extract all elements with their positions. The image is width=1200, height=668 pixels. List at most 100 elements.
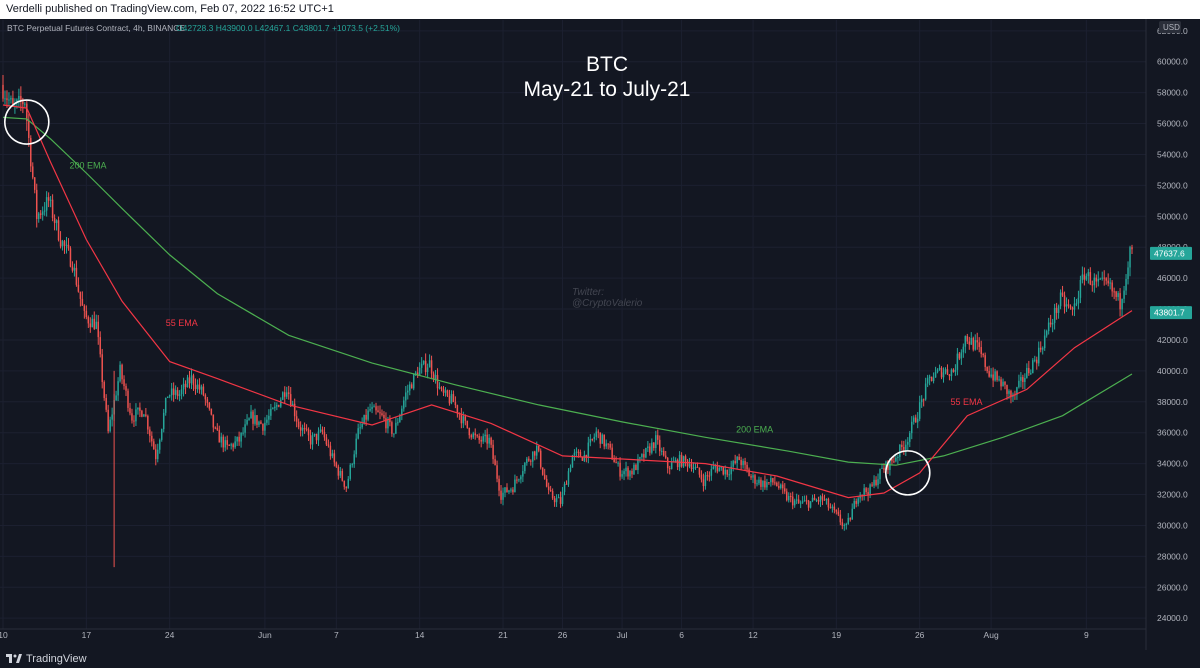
candle-body — [266, 419, 268, 423]
candle-body — [258, 421, 260, 425]
symbol-header: BTC Perpetual Futures Contract, 4h, BINA… — [7, 23, 185, 33]
candle-body — [357, 428, 359, 439]
candle-body — [397, 422, 399, 424]
candle-body — [772, 478, 774, 483]
candle-body — [912, 417, 915, 422]
candle-body — [119, 364, 121, 382]
candle-body — [20, 96, 22, 102]
candle-body — [813, 497, 816, 501]
candle-body — [353, 454, 355, 465]
candle-body — [508, 490, 510, 493]
candle-body — [934, 372, 937, 378]
candle-body — [327, 444, 330, 446]
candle-body — [514, 479, 516, 493]
candle-body — [841, 522, 844, 526]
candle-body — [863, 488, 865, 495]
candle-body — [668, 468, 671, 470]
x-tick-label: 10 — [0, 630, 8, 640]
chart-title-line: May-21 to July-21 — [524, 78, 691, 101]
candle-body — [484, 434, 486, 437]
y-tick-label: 42000.0 — [1157, 335, 1188, 345]
candle-body — [565, 483, 568, 485]
candle-body — [71, 266, 74, 271]
candle-body — [79, 291, 82, 299]
candle-body — [33, 177, 36, 190]
candle-body — [811, 497, 814, 502]
candle-body — [797, 499, 800, 503]
y-tick-label: 46000.0 — [1157, 273, 1188, 283]
y-tick-label: 40000.0 — [1157, 366, 1188, 376]
candle-body — [285, 392, 288, 397]
currency-badge — [1159, 21, 1181, 33]
candle-body — [151, 435, 153, 442]
candle-body — [145, 414, 147, 416]
candle-body — [41, 211, 44, 215]
candle-body — [670, 462, 673, 469]
candle-body — [1087, 272, 1090, 277]
candle-body — [194, 385, 197, 390]
price-axis-bg — [1146, 19, 1200, 650]
candle-body — [801, 501, 804, 503]
candle-body — [944, 369, 947, 373]
candle-body — [319, 429, 322, 432]
candle-body — [470, 435, 473, 438]
x-tick-label: 26 — [558, 630, 568, 640]
candle-body — [635, 464, 637, 470]
candle-body — [444, 390, 447, 393]
candle-body — [1123, 290, 1125, 299]
candle-body — [1099, 278, 1102, 280]
candle-body — [482, 436, 484, 442]
x-tick-label: Jul — [617, 630, 628, 640]
candle-body — [393, 433, 395, 435]
candle-body — [1127, 267, 1129, 280]
candle-body — [462, 416, 465, 424]
candle-body — [557, 497, 560, 499]
candle-body — [67, 244, 70, 249]
candle-body — [903, 446, 905, 450]
candle-body — [93, 318, 96, 329]
candle-body — [897, 456, 899, 458]
candle-body — [426, 367, 429, 373]
candle-body — [625, 467, 627, 472]
candle-body — [103, 381, 105, 398]
candle-body — [252, 411, 254, 424]
x-tick-label: 12 — [748, 630, 758, 640]
candle-body — [147, 415, 149, 430]
candle-body — [688, 464, 691, 467]
candle-body — [488, 437, 490, 444]
candle-body — [696, 466, 699, 468]
y-tick-label: 32000.0 — [1157, 490, 1188, 500]
ema200-line — [2, 116, 1133, 466]
candle-body — [821, 496, 824, 500]
candle-body — [89, 323, 92, 328]
candlestick-chart: BTC Perpetual Futures Contract, 4h, BINA… — [0, 19, 1200, 650]
candle-body — [720, 467, 723, 469]
publish-bar: Verdelli published on TradingView.com, F… — [0, 0, 1200, 19]
candle-body — [424, 360, 427, 373]
candle-body — [853, 500, 855, 509]
candle-body — [627, 467, 629, 477]
candle-body — [684, 456, 687, 461]
candle-body — [190, 375, 193, 384]
candle-body — [940, 367, 943, 378]
brand-label: TradingView — [26, 653, 87, 665]
candle-body — [1022, 377, 1024, 382]
candle-body — [994, 371, 996, 381]
candle-body — [153, 441, 155, 450]
candle-body — [143, 414, 145, 417]
candle-body — [803, 500, 806, 502]
candle-body — [907, 441, 909, 445]
candle-body — [315, 433, 318, 441]
ema-label: 200 EMA — [736, 425, 773, 435]
candle-body — [206, 399, 209, 403]
candle-body — [496, 465, 498, 479]
candle-body — [125, 386, 127, 391]
candle-body — [647, 446, 649, 448]
candle-body — [1119, 293, 1121, 310]
candle-body — [4, 98, 6, 100]
candle-body — [615, 462, 617, 464]
candle-body — [331, 453, 334, 457]
tradingview-logo-icon — [6, 654, 22, 663]
candle-body — [63, 241, 66, 246]
candle-body — [825, 498, 828, 500]
